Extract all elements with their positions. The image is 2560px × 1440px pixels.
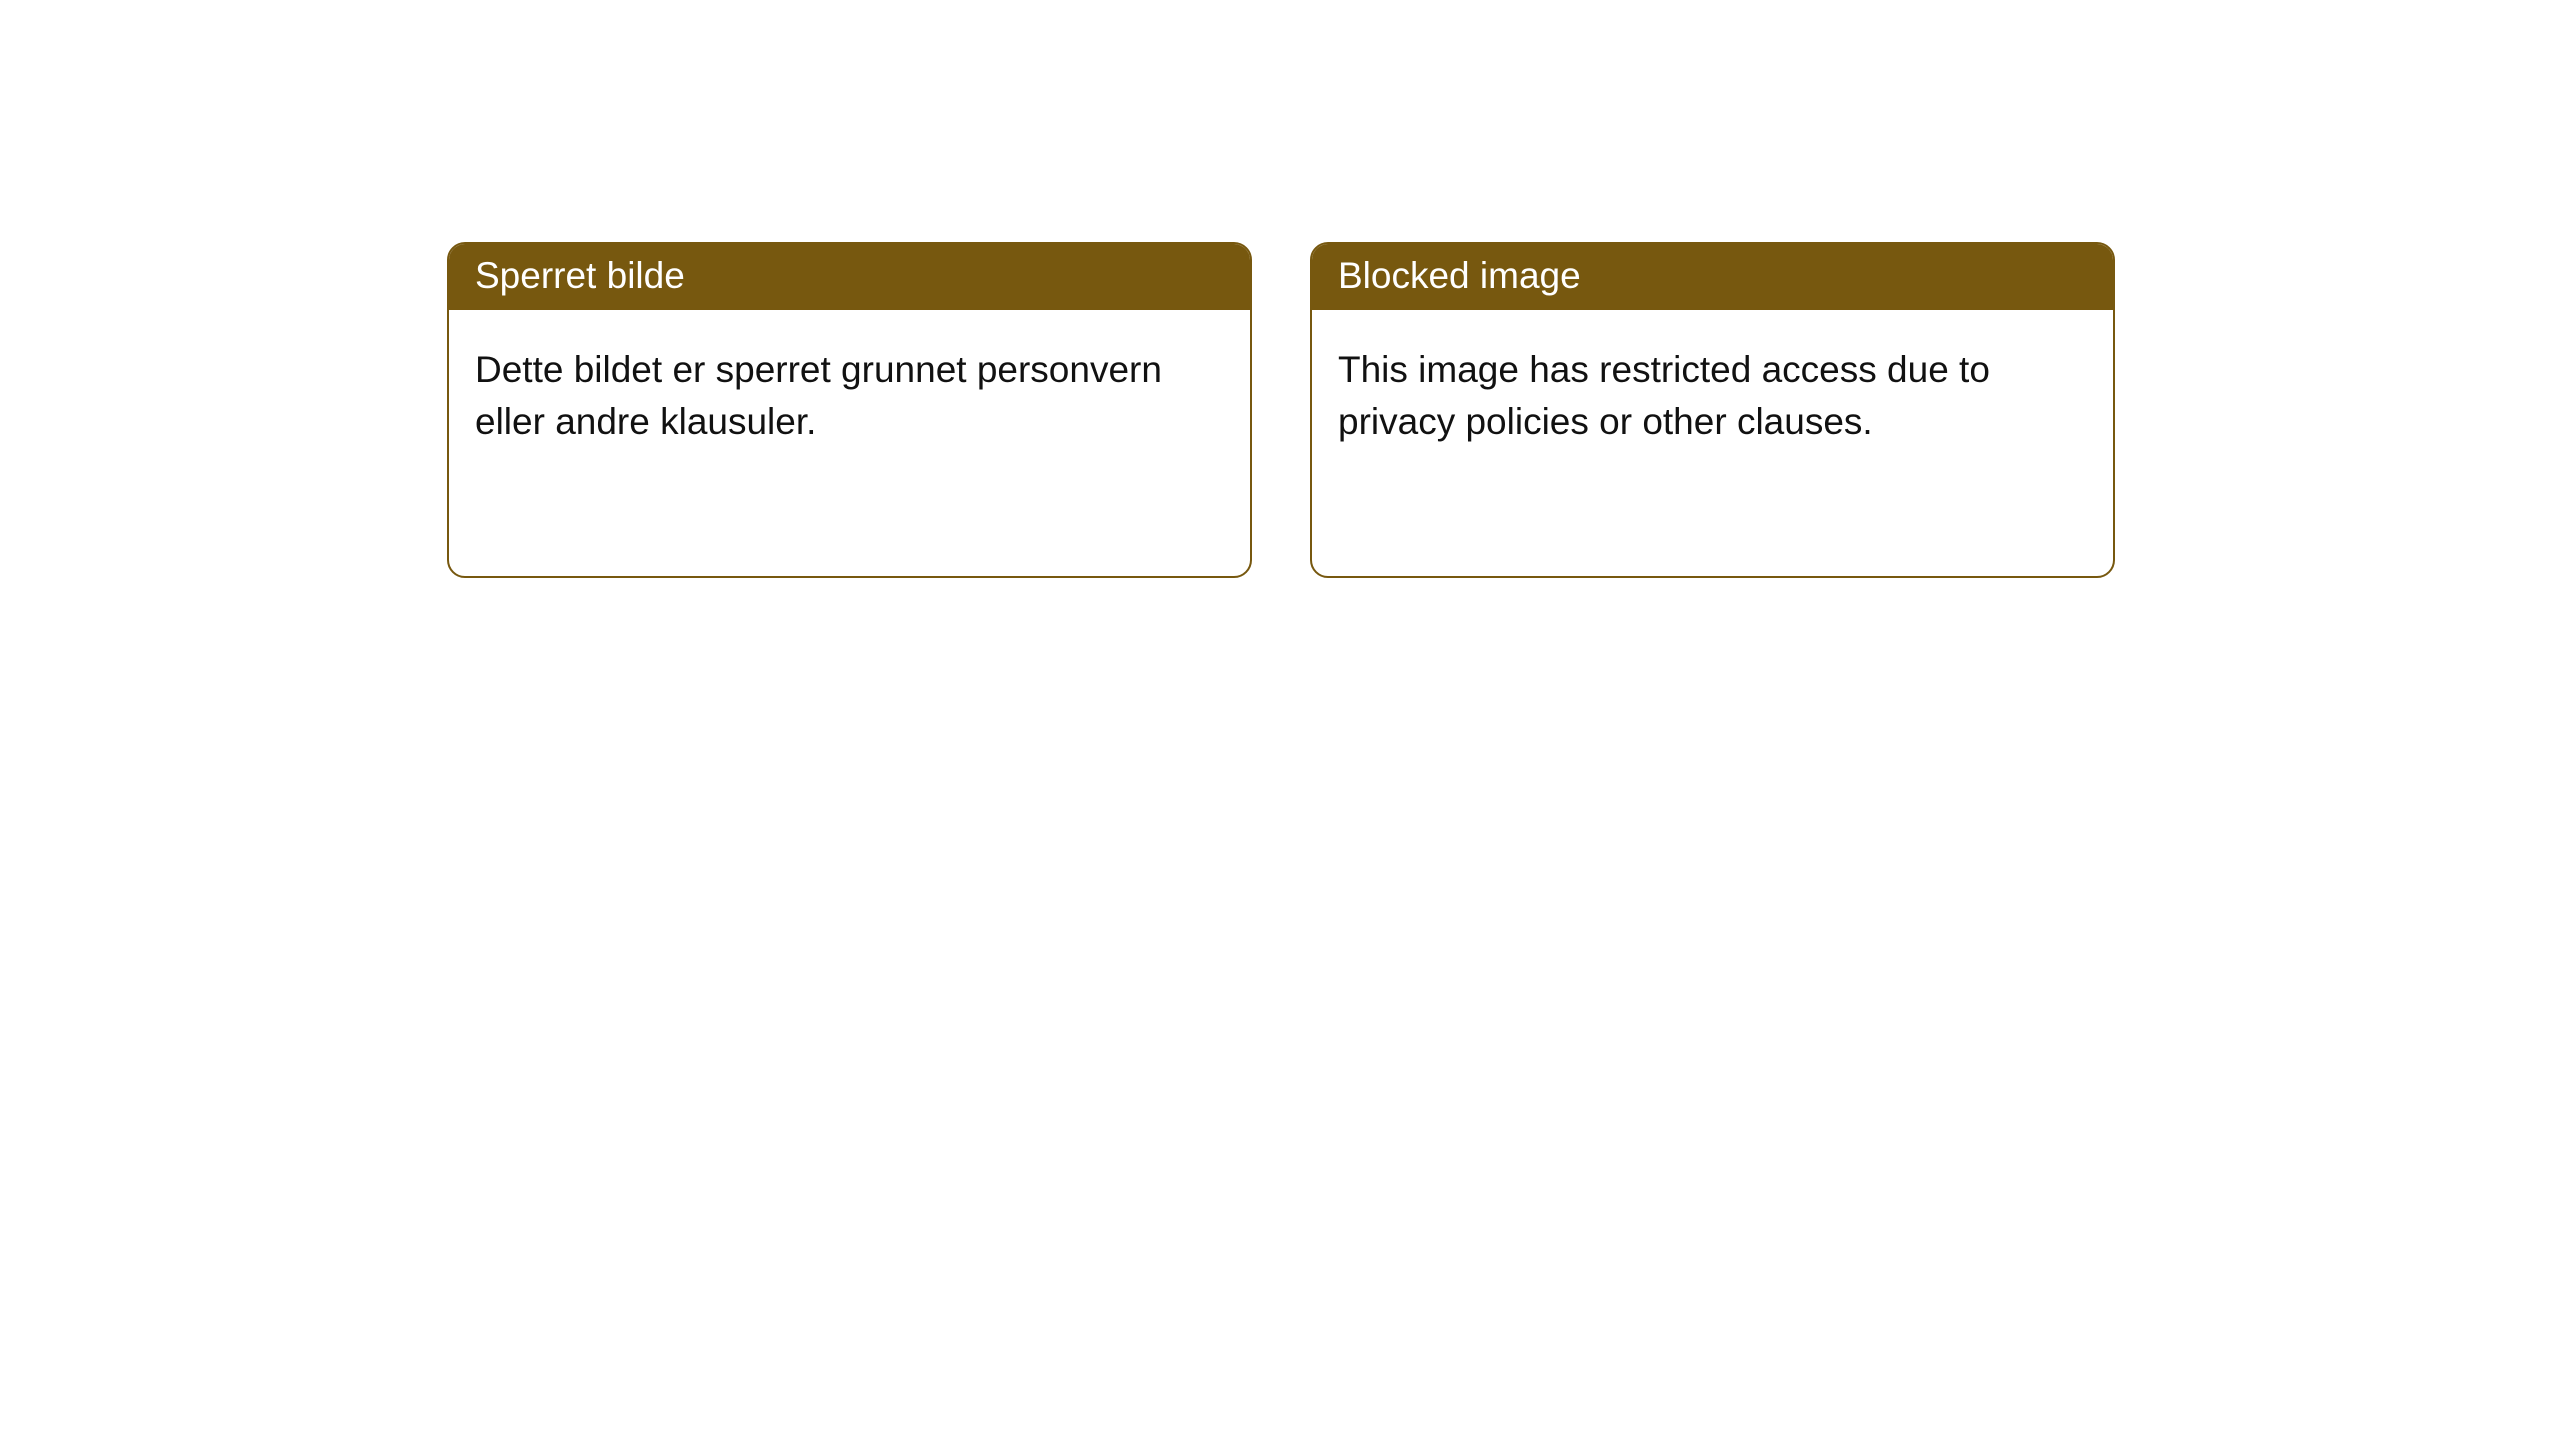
card-body: Dette bildet er sperret grunnet personve…	[449, 310, 1250, 474]
cards-container: Sperret bilde Dette bildet er sperret gr…	[0, 0, 2560, 578]
blocked-image-card-no: Sperret bilde Dette bildet er sperret gr…	[447, 242, 1252, 578]
card-body-text: Dette bildet er sperret grunnet personve…	[475, 349, 1162, 442]
card-title: Sperret bilde	[475, 255, 685, 296]
card-body-text: This image has restricted access due to …	[1338, 349, 1990, 442]
blocked-image-card-en: Blocked image This image has restricted …	[1310, 242, 2115, 578]
card-body: This image has restricted access due to …	[1312, 310, 2113, 474]
card-header: Sperret bilde	[449, 244, 1250, 310]
card-title: Blocked image	[1338, 255, 1581, 296]
card-header: Blocked image	[1312, 244, 2113, 310]
